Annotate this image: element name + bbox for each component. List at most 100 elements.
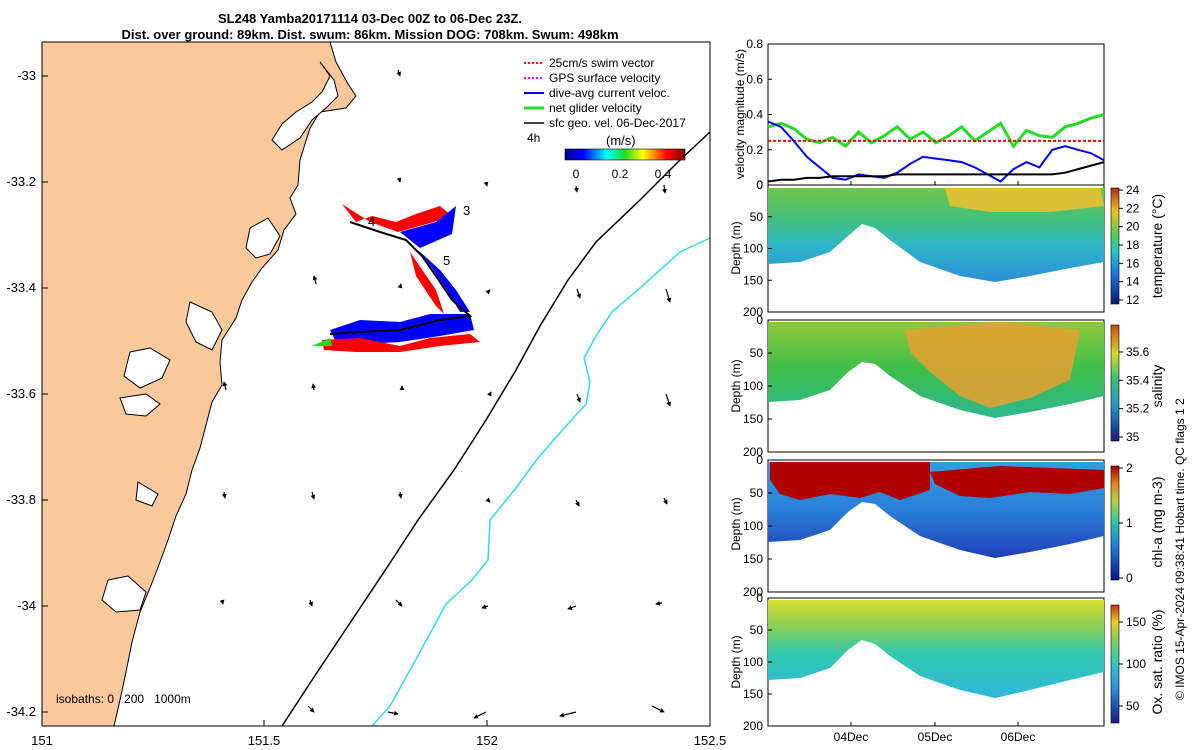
velocity-axis-ticks: 0 0.2 0.4 0.6 0.8 xyxy=(746,37,772,192)
chla-colorbar-label: chl-a (mg m-3) xyxy=(1149,476,1165,567)
colorbar-tick-label: 12 xyxy=(1126,293,1140,307)
oxygen-colorbar-label: Ox. sat. ratio (%) xyxy=(1149,609,1165,714)
salinity-ylabel: Depth (m) xyxy=(729,359,743,412)
temperature-ylabel: Depth (m) xyxy=(729,221,743,274)
depth-tick-label: 200 xyxy=(743,445,763,459)
map-x-tick-label: 152.5 xyxy=(694,733,727,748)
salinity-panel: 0 50 100 150 200 35 35.2 35.4 35.6 Depth (m) sal… xyxy=(729,313,1165,459)
legend-gps-velocity: GPS surface velocity xyxy=(549,71,660,85)
depth-tick-label: 0 xyxy=(756,313,763,327)
temperature-warm-patch xyxy=(945,188,1104,212)
colorbar-tick-label: 16 xyxy=(1126,256,1140,270)
colorbar-tick-label: 150 xyxy=(1126,615,1146,629)
colorbar-tick-2: 0.4 xyxy=(655,167,672,181)
temperature-panel: 0 50 100 150 200 12 14 16 18 20 22 24 Depth (m) tem… xyxy=(729,178,1165,319)
date-tick-label: 05Dec xyxy=(918,730,953,744)
depth-tick-label: 100 xyxy=(743,519,763,533)
map-y-tick-label: -33 xyxy=(17,68,36,83)
map-x-tick-label: 152 xyxy=(476,733,498,748)
legend-swim-vector: 25cm/s swim vector xyxy=(549,56,654,70)
depth-tick-label: 150 xyxy=(743,273,763,287)
map-x-tick-label: 151.5 xyxy=(248,733,281,748)
temperature-colorbar xyxy=(1110,187,1120,305)
isobath-200m xyxy=(281,131,711,727)
map-legend: 25cm/s swim vector GPS surface velocity … xyxy=(524,56,686,181)
chla-max-layer-2 xyxy=(930,466,1104,498)
depth-tick-label: 0 xyxy=(756,591,763,605)
colorbar-tick-label: 35.4 xyxy=(1126,373,1150,387)
velocity-y-tick-label: 0.2 xyxy=(746,143,763,157)
chart-title-line2: Dist. over ground: 89km. Dist. swum: 86k… xyxy=(121,27,619,42)
colorbar-tick-label: 50 xyxy=(1126,699,1140,713)
depth-tick-label: 150 xyxy=(743,687,763,701)
legend-dive-avg: dive-avg current veloc. xyxy=(549,86,670,100)
salinity-colorbar-label: salinity xyxy=(1149,365,1165,408)
oxygen-panel: 0 50 100 150 200 50 100 150 Depth (m) Ox. sat. … xyxy=(729,591,1165,733)
time-step-label: 4h xyxy=(527,131,540,145)
track-label-4: 4 xyxy=(368,214,375,229)
isobaths-label: isobaths: 0 200 1000m xyxy=(56,692,191,706)
velocity-series-line-3 xyxy=(767,161,1105,183)
temperature-colorbar-label: temperature (°C) xyxy=(1149,194,1165,298)
velocity-y-tick-label: 0 xyxy=(756,178,763,192)
speed-colorbar xyxy=(564,148,686,161)
salinity-colorbar xyxy=(1110,324,1120,442)
depth-tick-label: 100 xyxy=(743,379,763,393)
colorbar-unit: (m/s) xyxy=(606,133,636,148)
velocity-y-tick-label: 0.4 xyxy=(746,108,763,122)
velocity-series xyxy=(767,113,1105,183)
glider-track: 3 4 5 xyxy=(312,203,480,352)
velocity-panel: 0 0.2 0.4 0.6 0.8 velocity magnitude (m/s) xyxy=(733,37,1105,192)
salinity-axis-ticks: 0 50 100 150 200 35 35.2 35.4 35.6 xyxy=(743,313,1150,459)
date-axis-ticks: 04Dec 05Dec 06Dec xyxy=(834,181,1035,744)
depth-tick-label: 0 xyxy=(756,178,763,192)
oxygen-ylabel: Depth (m) xyxy=(729,635,743,688)
colorbar-tick-label: 2 xyxy=(1126,461,1133,475)
depth-tick-label: 50 xyxy=(750,486,764,500)
velocity-y-tick-label: 0.6 xyxy=(746,72,763,86)
oxygen-colorbar xyxy=(1110,604,1120,724)
depth-tick-label: 200 xyxy=(743,719,763,733)
chla-colorbar xyxy=(1110,465,1120,581)
imos-stamp: © IMOS 15-Apr-2024 09:38:41 Hobart time.… xyxy=(1173,398,1187,700)
depth-tick-label: 150 xyxy=(743,552,763,566)
map-y-tick-label: -33.6 xyxy=(6,386,36,401)
map-x-tick-label: 151 xyxy=(31,733,53,748)
map-y-tick-label: -33.8 xyxy=(6,492,36,507)
depth-tick-label: 0 xyxy=(756,453,763,467)
chla-max-layer xyxy=(770,462,930,500)
isobath-1000m xyxy=(371,237,711,727)
coastal-inlets xyxy=(101,61,339,613)
oxygen-section xyxy=(768,600,1104,698)
depth-tick-label: 200 xyxy=(743,305,763,319)
colorbar-tick-label: 0 xyxy=(1126,571,1133,585)
map-panel: 3 4 5 xyxy=(6,41,726,748)
salinity-high-patch xyxy=(905,322,1080,408)
velocity-ylabel: velocity magnitude (m/s) xyxy=(733,49,747,179)
depth-tick-label: 50 xyxy=(750,346,764,360)
colorbar-tick-label: 100 xyxy=(1126,657,1146,671)
chla-panel: 0 50 100 150 200 0 1 2 Depth (m) chl-a (mg m-3) xyxy=(729,453,1165,599)
colorbar-tick-1: 0.2 xyxy=(612,167,629,181)
velocity-plot-area xyxy=(767,43,1105,186)
depth-tick-label: 50 xyxy=(750,623,764,637)
colorbar-tick-label: 35.6 xyxy=(1126,345,1150,359)
chla-ylabel: Depth (m) xyxy=(729,497,743,550)
map-y-tick-label: -34.2 xyxy=(6,704,36,719)
depth-tick-label: 150 xyxy=(743,412,763,426)
colorbar-tick-label: 18 xyxy=(1126,238,1140,252)
colorbar-tick-label: 35.2 xyxy=(1126,402,1150,416)
map-y-tick-label: -33.4 xyxy=(6,280,36,295)
map-frame xyxy=(41,41,711,727)
colorbar-tick-0: 0 xyxy=(573,167,580,181)
map-y-tick-label: -33.2 xyxy=(6,174,36,189)
map-axis-ticks: 151 151.5 152 152.5 -33 -33.2 -33.4 -33.6 -33.8 -… xyxy=(6,68,726,748)
depth-tick-label: 100 xyxy=(743,242,763,256)
depth-tick-label: 50 xyxy=(750,210,764,224)
map-y-tick-label: -34 xyxy=(17,598,36,613)
geostrophic-arrows xyxy=(219,69,672,719)
colorbar-tick-label: 1 xyxy=(1126,516,1133,530)
colorbar-tick-label: 22 xyxy=(1126,201,1140,215)
velocity-y-tick-label: 0.8 xyxy=(746,37,763,51)
colorbar-tick-label: 24 xyxy=(1126,183,1140,197)
